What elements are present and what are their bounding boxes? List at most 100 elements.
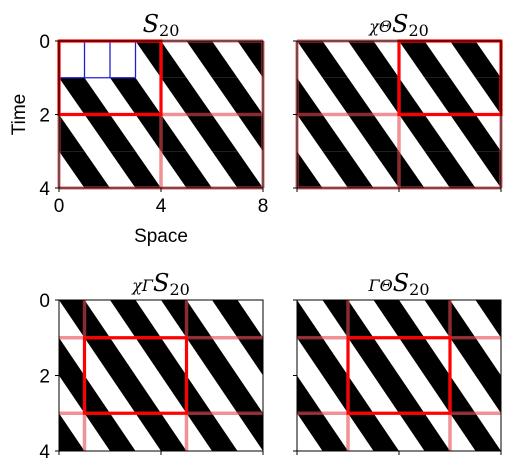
pattern-triangle [59, 151, 85, 188]
pattern-triangle [161, 151, 187, 188]
panel-title: S20 [143, 10, 180, 40]
pattern-triangle [59, 77, 85, 115]
pattern-triangle [110, 77, 136, 115]
pattern-triangle [212, 337, 238, 376]
pattern-triangle [186, 41, 212, 78]
pattern-triangle [348, 300, 374, 338]
pattern-triangle [424, 41, 450, 78]
pattern-triangle [237, 114, 263, 152]
pattern-triangle [186, 300, 212, 338]
pattern-triangle [475, 375, 501, 414]
x-tick-label: 4 [156, 196, 167, 217]
pattern-triangle [161, 337, 187, 376]
y-tick-label: 0 [39, 291, 50, 312]
title-prefix: χΓ [131, 276, 154, 295]
pattern-triangle [84, 151, 110, 188]
pattern-triangle [297, 413, 323, 451]
pattern-triangle [237, 300, 263, 338]
pattern-triangle [135, 151, 161, 188]
panel-chi-gamma-s20: χΓS20 0 2 4 [39, 269, 264, 463]
pattern-triangle [135, 114, 161, 152]
pattern-triangle [399, 300, 425, 338]
panel-chi-theta-s20: χΘS20 [293, 10, 503, 192]
pattern-triangle [59, 413, 85, 451]
panel-title: ΓΘS20 [367, 269, 429, 299]
pattern-triangle [399, 375, 425, 414]
y-tick-label: 4 [39, 179, 50, 200]
pattern-triangle [84, 300, 110, 338]
pattern-triangle [424, 114, 450, 152]
pattern-triangle [59, 337, 85, 376]
pattern-triangle [373, 77, 399, 115]
pattern-triangle [212, 114, 238, 152]
pattern-triangle [399, 114, 425, 152]
pattern-cells [297, 300, 501, 451]
pattern-triangle [135, 77, 161, 115]
pattern-triangle [475, 337, 501, 376]
pattern-triangle [212, 375, 238, 414]
pattern-triangle [424, 77, 450, 115]
pattern-triangle [322, 77, 348, 115]
pattern-triangle [399, 41, 425, 78]
pattern-triangle [135, 413, 161, 451]
axis-ticks [293, 299, 502, 455]
title-symbol: S [392, 10, 408, 38]
pattern-triangle [161, 77, 187, 115]
pattern-triangle [322, 114, 348, 152]
period-lines [59, 300, 263, 451]
pattern-triangle [373, 375, 399, 414]
pattern-triangle [84, 375, 110, 414]
y-axis-label: Time [9, 94, 30, 136]
pattern-triangle [297, 300, 323, 338]
pattern-triangle [373, 114, 399, 152]
pattern-triangle [161, 375, 187, 414]
blue-grid [58, 40, 137, 79]
pattern-triangle [348, 375, 374, 414]
pattern-triangle [373, 413, 399, 451]
pattern-triangle [135, 337, 161, 376]
pattern-triangle [110, 337, 136, 376]
title-symbol: S [153, 269, 169, 297]
pattern-triangle [297, 114, 323, 152]
panel-gamma-theta-s20: ΓΘS20 [293, 269, 502, 455]
pattern-triangle [450, 337, 476, 376]
pattern-triangle [475, 413, 501, 451]
pattern-triangle [237, 375, 263, 414]
pattern-triangle [186, 337, 212, 376]
pattern-triangle [450, 77, 476, 115]
x-tick-label: 0 [54, 196, 65, 217]
pattern-triangle [237, 77, 263, 115]
panel-title: χΓS20 [131, 269, 190, 299]
pattern-triangle [212, 300, 238, 338]
x-tick-label: 8 [258, 196, 269, 217]
pattern-triangle [186, 77, 212, 115]
blue-grid-fill [59, 41, 136, 78]
pattern-triangle [373, 337, 399, 376]
pattern-triangle [348, 77, 374, 115]
pattern-cells [59, 300, 263, 451]
pattern-triangle [84, 413, 110, 451]
pattern-triangle [322, 413, 348, 451]
pattern-triangle [475, 77, 501, 115]
title-subscript: 20 [409, 280, 429, 299]
pattern-triangle [84, 114, 110, 152]
pattern-triangle [186, 375, 212, 414]
pattern-triangle [186, 114, 212, 152]
axis-ticks: 0 2 4 [39, 291, 264, 463]
pattern-triangle [399, 77, 425, 115]
axis-ticks [293, 40, 502, 192]
panel-title: χΘS20 [368, 10, 429, 40]
pattern-triangle [161, 300, 187, 338]
title-subscript: 20 [408, 21, 428, 40]
y-tick-label: 0 [39, 32, 50, 53]
pattern-triangle [161, 413, 187, 451]
title-subscript: 20 [159, 21, 179, 40]
pattern-triangle [424, 337, 450, 376]
pattern-triangle [212, 151, 238, 188]
pattern-triangle [399, 413, 425, 451]
pattern-triangle [450, 300, 476, 338]
pattern-triangle [373, 151, 399, 188]
pattern-triangle [424, 151, 450, 188]
pattern-triangle [135, 300, 161, 338]
title-prefix: ΓΘ [367, 276, 392, 295]
